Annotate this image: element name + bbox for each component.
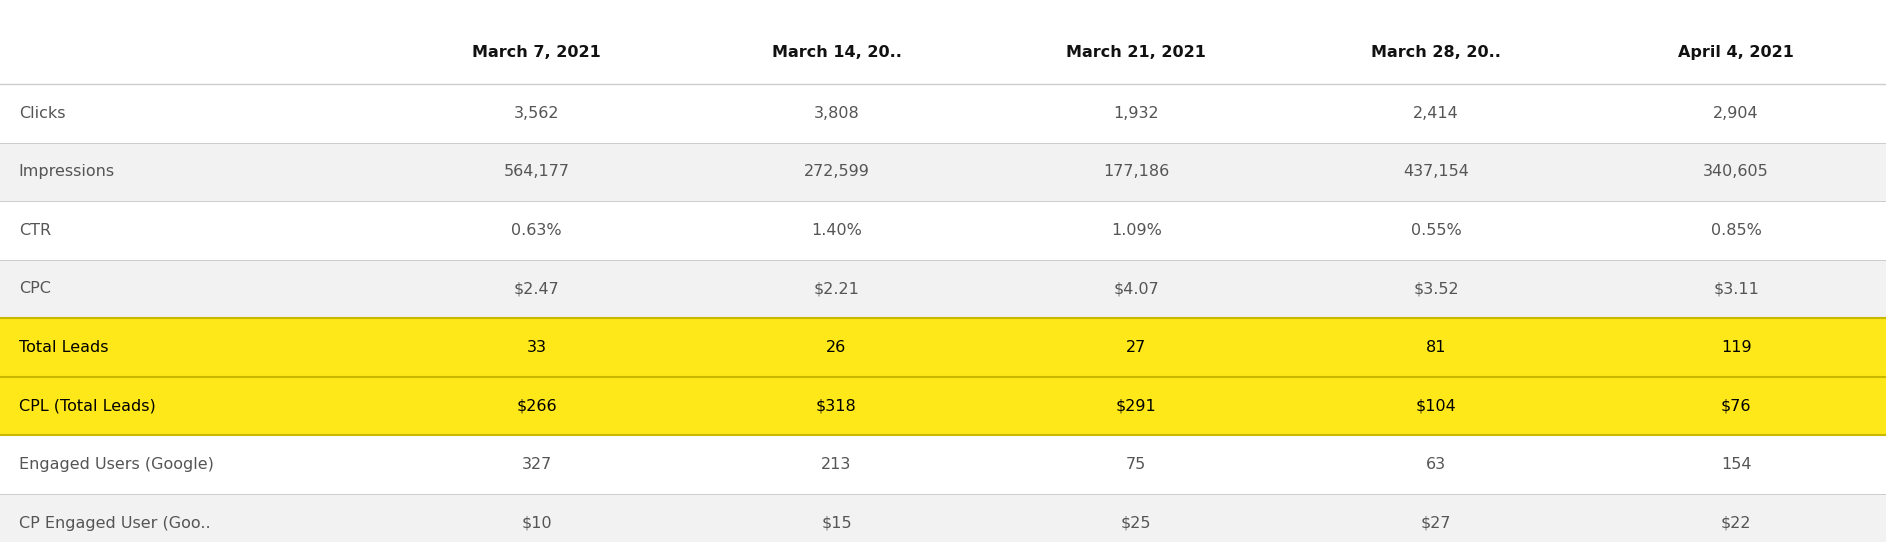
Bar — [0, 84, 1886, 143]
Text: $25: $25 — [1120, 515, 1152, 531]
Text: $27: $27 — [1420, 515, 1452, 531]
Text: 340,605: 340,605 — [1703, 164, 1769, 179]
Text: CP Engaged User (Goo..: CP Engaged User (Goo.. — [19, 515, 211, 531]
Text: $3.11: $3.11 — [1712, 281, 1760, 296]
Text: 81: 81 — [1426, 340, 1447, 355]
Text: March 7, 2021: March 7, 2021 — [472, 46, 602, 60]
Text: 0.85%: 0.85% — [1711, 223, 1762, 238]
Text: 3,562: 3,562 — [513, 106, 560, 121]
Text: 437,154: 437,154 — [1403, 164, 1469, 179]
Text: $3.52: $3.52 — [1413, 281, 1460, 296]
Text: 33: 33 — [526, 340, 547, 355]
Text: March 14, 20..: March 14, 20.. — [771, 46, 902, 60]
Bar — [0, 494, 1886, 542]
Text: 177,186: 177,186 — [1103, 164, 1169, 179]
Bar — [0, 377, 1886, 435]
Text: 2,414: 2,414 — [1413, 106, 1460, 121]
Text: $10: $10 — [521, 515, 553, 531]
Text: 3,808: 3,808 — [813, 106, 860, 121]
Text: March 28, 20..: March 28, 20.. — [1371, 46, 1501, 60]
Text: March 21, 2021: March 21, 2021 — [1066, 46, 1207, 60]
Text: CPL (Total Leads): CPL (Total Leads) — [19, 398, 157, 414]
Text: Engaged Users (Google): Engaged Users (Google) — [19, 457, 213, 472]
Text: 26: 26 — [826, 340, 847, 355]
Text: Impressions: Impressions — [19, 164, 115, 179]
Bar — [0, 143, 1886, 201]
Text: 1.09%: 1.09% — [1111, 223, 1162, 238]
Text: 213: 213 — [820, 457, 852, 472]
Text: $76: $76 — [1720, 398, 1752, 414]
Text: $266: $266 — [517, 398, 556, 414]
Text: 0.55%: 0.55% — [1411, 223, 1462, 238]
Text: 564,177: 564,177 — [504, 164, 570, 179]
Text: April 4, 2021: April 4, 2021 — [1679, 46, 1794, 60]
Bar — [0, 435, 1886, 494]
Text: 327: 327 — [521, 457, 553, 472]
Text: $15: $15 — [820, 515, 852, 531]
Text: Clicks: Clicks — [19, 106, 66, 121]
Bar — [0, 260, 1886, 318]
Text: Total Leads: Total Leads — [19, 340, 108, 355]
Text: 27: 27 — [1126, 340, 1147, 355]
Text: 1,932: 1,932 — [1113, 106, 1160, 121]
Text: $2.21: $2.21 — [813, 281, 860, 296]
Text: $2.47: $2.47 — [513, 281, 560, 296]
Text: 1.40%: 1.40% — [811, 223, 862, 238]
Text: $22: $22 — [1720, 515, 1752, 531]
Text: 119: 119 — [1720, 340, 1752, 355]
Bar — [0, 22, 1886, 84]
Bar — [0, 318, 1886, 377]
Text: 0.63%: 0.63% — [511, 223, 562, 238]
Text: $4.07: $4.07 — [1113, 281, 1160, 296]
Bar — [0, 201, 1886, 260]
Text: 272,599: 272,599 — [803, 164, 869, 179]
Text: $291: $291 — [1117, 398, 1156, 414]
Text: CPC: CPC — [19, 281, 51, 296]
Text: $104: $104 — [1416, 398, 1456, 414]
Text: CTR: CTR — [19, 223, 51, 238]
Text: 154: 154 — [1720, 457, 1752, 472]
Text: 2,904: 2,904 — [1712, 106, 1760, 121]
Text: 75: 75 — [1126, 457, 1147, 472]
Text: 63: 63 — [1426, 457, 1447, 472]
Text: $318: $318 — [817, 398, 856, 414]
